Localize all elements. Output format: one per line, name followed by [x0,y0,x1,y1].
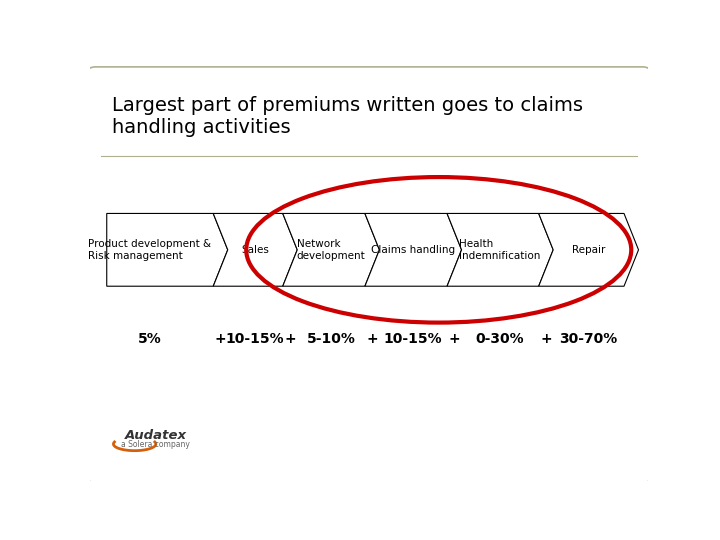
Polygon shape [365,213,462,286]
Text: Network
development: Network development [297,239,366,261]
Polygon shape [213,213,297,286]
Text: 30-70%: 30-70% [559,332,618,346]
Polygon shape [539,213,639,286]
Text: Product development &
Risk management: Product development & Risk management [89,239,212,261]
Text: 5%: 5% [138,332,162,346]
Text: +: + [449,332,460,346]
Text: Repair: Repair [572,245,606,255]
Text: Sales: Sales [241,245,269,255]
Text: +: + [215,332,226,346]
Text: +: + [284,332,296,346]
Polygon shape [447,213,553,286]
Text: 0-30%: 0-30% [476,332,524,346]
Text: +: + [540,332,552,346]
Text: Largest part of premiums written goes to claims
handling activities: Largest part of premiums written goes to… [112,96,583,137]
Polygon shape [283,213,379,286]
Text: 10-15%: 10-15% [226,332,284,346]
Text: +: + [366,332,378,346]
Text: 5-10%: 5-10% [307,332,356,346]
Text: Claims handling: Claims handling [372,245,455,255]
Polygon shape [107,213,228,286]
FancyBboxPatch shape [87,67,651,483]
Text: a Solera company: a Solera company [122,440,190,449]
Text: 10-15%: 10-15% [384,332,443,346]
Text: Health
indemnification: Health indemnification [459,239,541,261]
Text: Audatex: Audatex [125,429,187,442]
